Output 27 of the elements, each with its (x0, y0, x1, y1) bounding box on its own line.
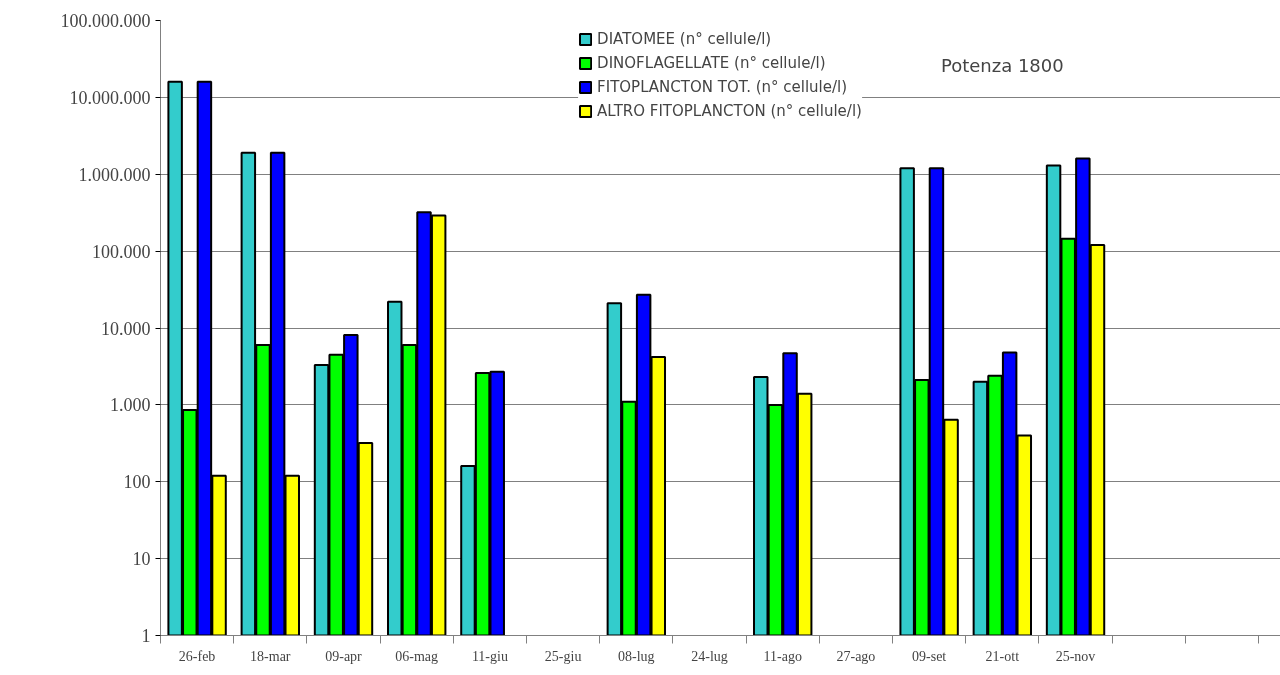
legend-label: FITOPLANCTON TOT. (n° cellule/l) (597, 78, 848, 96)
y-tick-label: 100 (123, 472, 151, 493)
x-tick-label: 08-lug (618, 648, 655, 664)
x-tick-label: 27-ago (836, 648, 876, 664)
x-tick-label: 11-giu (471, 648, 508, 664)
y-tick-label: 10.000.000 (69, 87, 151, 108)
y-tick-label: 1.000 (110, 395, 151, 416)
x-tick-label: 25-giu (544, 648, 582, 664)
legend-label: DINOFLAGELLATE (n° cellule/l) (597, 54, 826, 72)
y-tick-label: 100.000.000 (60, 11, 151, 31)
x-tick-label: 26-feb (178, 648, 216, 664)
x-tick-label: 25-nov (1055, 648, 1096, 664)
legend-label: DIATOMEE (n° cellule/l) (597, 30, 772, 48)
y-tick-label: 100.000 (92, 241, 151, 262)
x-tick-label: 18-mar (250, 648, 291, 664)
y-tick-label: 10 (132, 549, 151, 570)
annotation: Potenza 1800 (940, 54, 1064, 76)
x-tick-label: 11-ago (763, 648, 802, 664)
y-tick-label: 10.000 (101, 318, 151, 339)
y-tick-label: 1.000.000 (78, 164, 151, 185)
x-tick-label: 09-set (912, 648, 947, 664)
x-tick-label: 09-apr (325, 648, 363, 664)
x-tick-label: 21-ott (985, 648, 1020, 664)
x-tick-label: 24-lug (691, 648, 728, 664)
x-tick-label: 06-mag (395, 648, 439, 664)
legend-label: ALTRO FITOPLANCTON (n° cellule/l) (597, 102, 862, 120)
y-tick-label: 1 (141, 626, 151, 646)
